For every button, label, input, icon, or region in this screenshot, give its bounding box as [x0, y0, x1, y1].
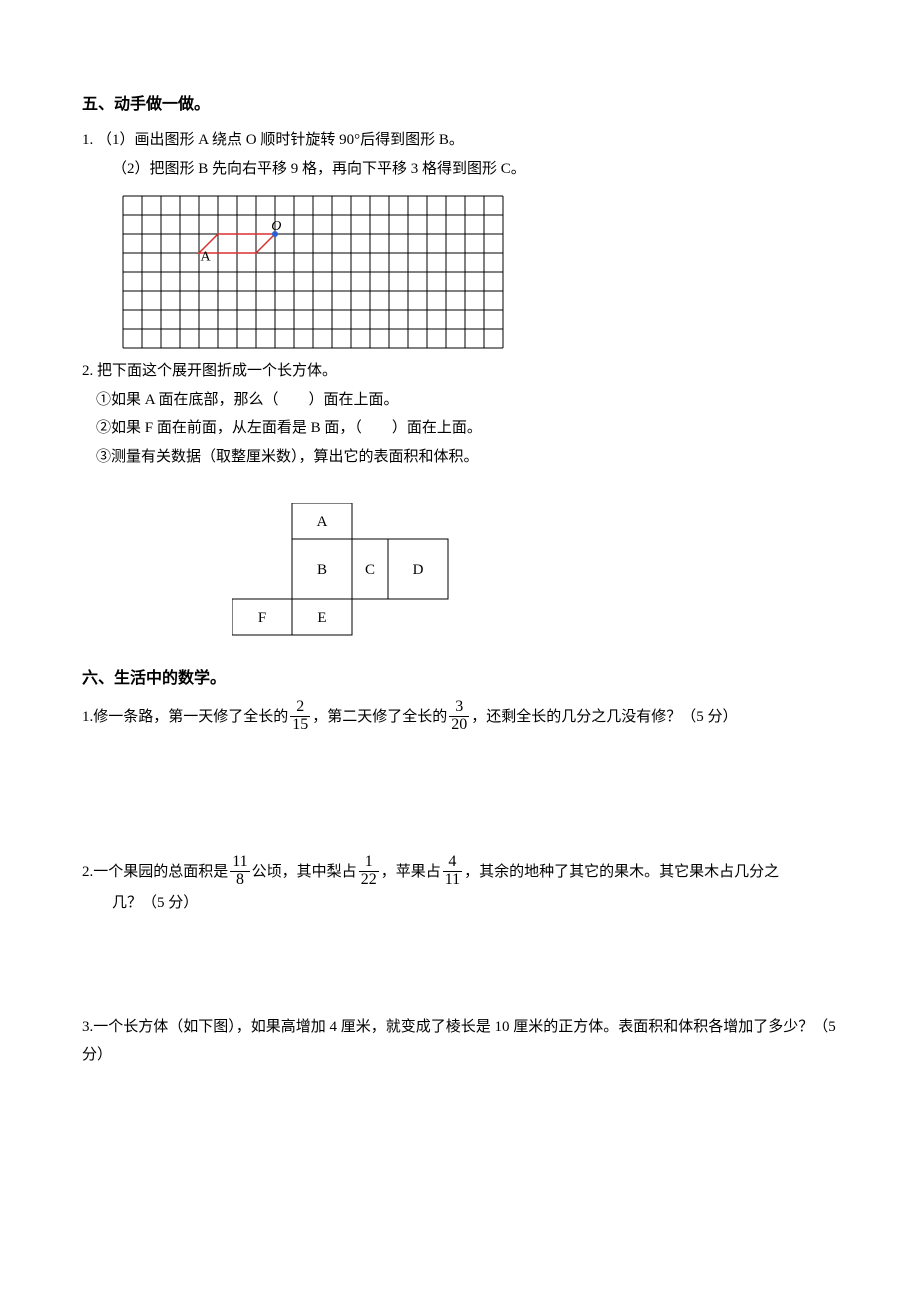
- svg-text:E: E: [317, 610, 326, 626]
- svg-text:B: B: [317, 562, 327, 578]
- q6-2: 2.一个果园的总面积是 118 公顷，其中梨占 122 ，苹果占 411 ，其余…: [82, 855, 838, 890]
- q5-1-line1: 1. （1）画出图形 A 绕点 O 顺时针旋转 90°后得到图形 B。: [82, 126, 838, 155]
- svg-text:D: D: [413, 562, 424, 578]
- section-6-title: 六、生活中的数学。: [82, 664, 838, 694]
- grid-svg: AO: [122, 195, 504, 349]
- fraction-3-20: 320: [449, 699, 469, 734]
- q6-2-pre: 2.一个果园的总面积是: [82, 858, 228, 887]
- net-figure: A B C D F E: [232, 503, 838, 648]
- svg-text:O: O: [271, 219, 281, 234]
- q6-1-mid: ，第二天修了全长的: [312, 703, 447, 732]
- svg-text:A: A: [201, 250, 212, 265]
- q6-2-post: ，其余的地种了其它的果木。其它果木占几分之: [464, 858, 779, 887]
- svg-text:F: F: [258, 610, 266, 626]
- svg-text:A: A: [317, 514, 328, 530]
- q5-2-line: 2. 把下面这个展开图折成一个长方体。: [82, 357, 838, 386]
- svg-text:C: C: [365, 562, 375, 578]
- q5-1-label: 1.: [82, 132, 97, 148]
- q6-3: 3.一个长方体（如下图），如果高增加 4 厘米，就变成了棱长是 10 厘米的正方…: [82, 1013, 838, 1070]
- fraction-11-8: 118: [230, 854, 249, 889]
- fraction-1-22: 122: [359, 854, 379, 889]
- section-5-title: 五、动手做一做。: [82, 90, 838, 120]
- net-svg: A B C D F E: [232, 503, 450, 637]
- fraction-4-11: 411: [443, 854, 462, 889]
- q6-1-post: ，还剩全长的几分之几没有修？（5 分）: [471, 703, 737, 732]
- q5-1-p1: （1）画出图形 A 绕点 O 顺时针旋转 90°后得到图形 B。: [97, 132, 464, 148]
- q5-2-p3: ③测量有关数据（取整厘米数），算出它的表面积和体积。: [96, 443, 838, 472]
- fraction-2-15: 215: [290, 699, 310, 734]
- q5-2-p1: ①如果 A 面在底部，那么（ ）面在上面。: [96, 386, 838, 415]
- q6-1: 1.修一条路，第一天修了全长的 215 ，第二天修了全长的 320 ，还剩全长的…: [82, 700, 838, 735]
- q6-2-mid2: ，苹果占: [381, 858, 441, 887]
- q6-1-pre: 1.修一条路，第一天修了全长的: [82, 703, 288, 732]
- q6-2-line2: 几？（5 分）: [112, 889, 838, 918]
- q5-2-p2: ②如果 F 面在前面，从左面看是 B 面，（ ）面在上面。: [96, 414, 838, 443]
- q5-1-p2: （2）把图形 B 先向右平移 9 格，再向下平移 3 格得到图形 C。: [112, 155, 838, 184]
- q5-2-label: 2.: [82, 363, 97, 379]
- grid-figure: AO: [122, 195, 838, 349]
- q6-2-mid1: 公顷，其中梨占: [252, 858, 357, 887]
- q5-2-stem: 把下面这个展开图折成一个长方体。: [97, 363, 337, 379]
